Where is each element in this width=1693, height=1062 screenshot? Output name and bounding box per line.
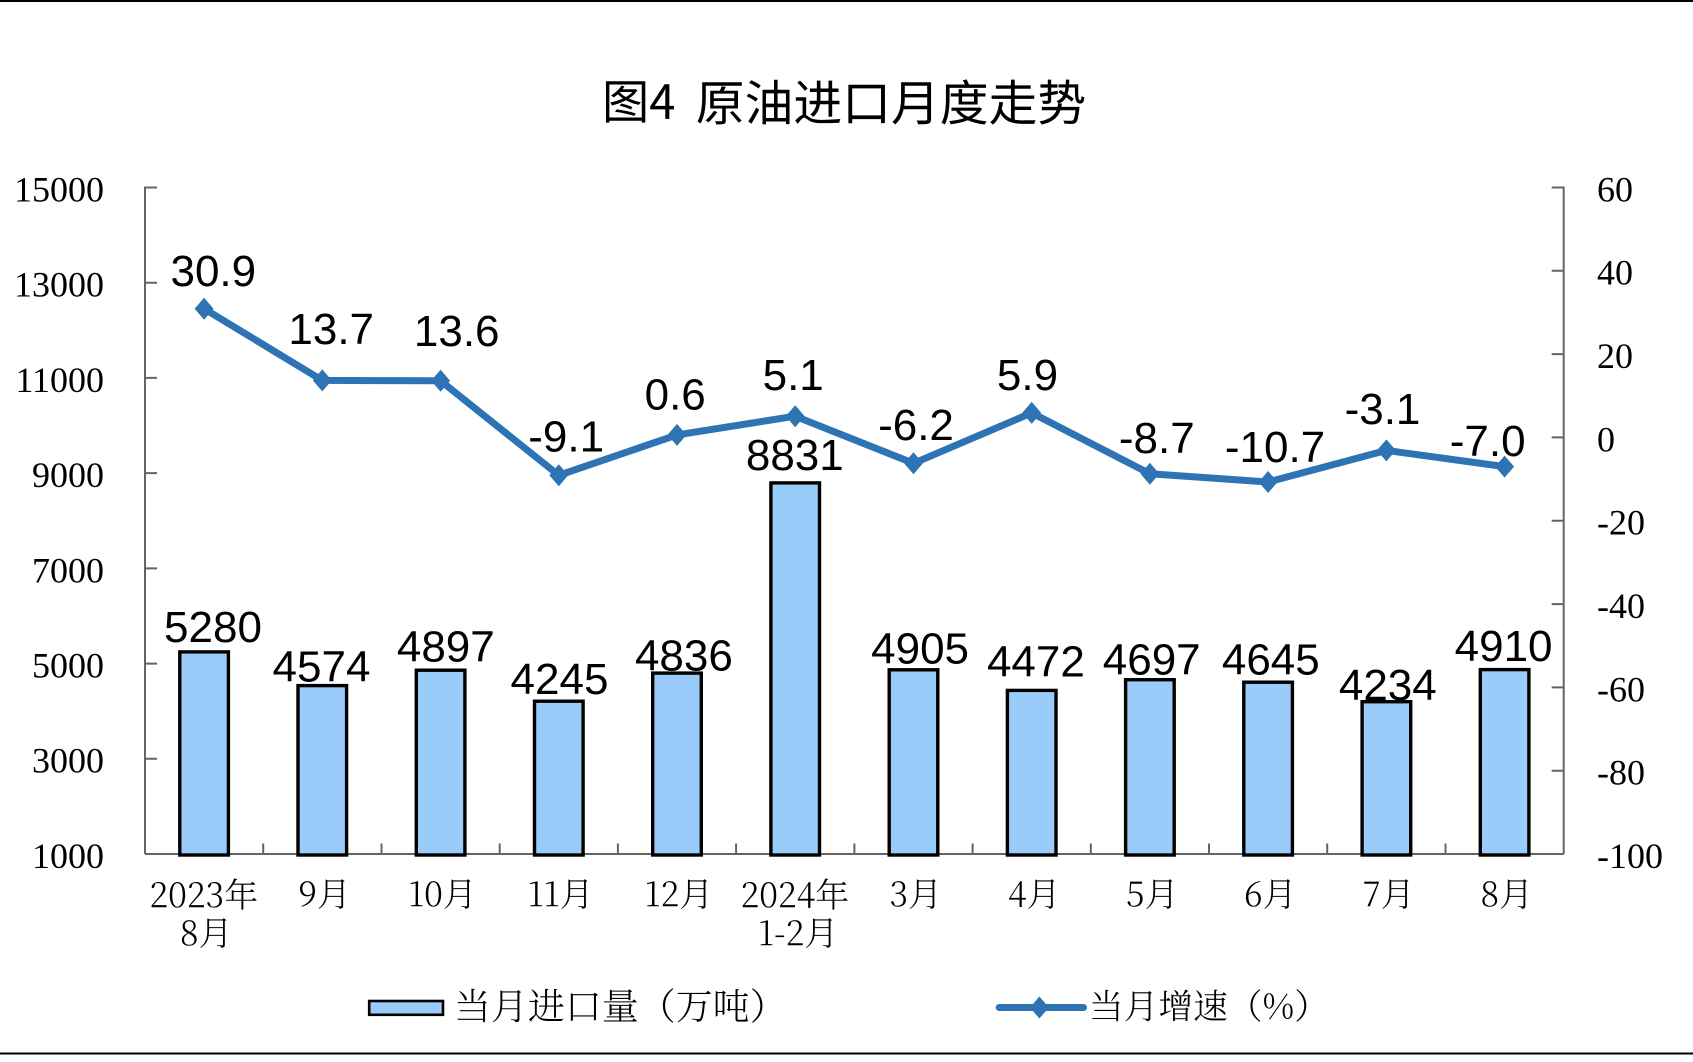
svg-text:-6.2: -6.2 [878, 401, 954, 450]
svg-text:-80: -80 [1597, 753, 1645, 793]
svg-text:20: 20 [1597, 336, 1633, 376]
svg-text:5.9: 5.9 [997, 351, 1058, 400]
svg-text:4897: 4897 [397, 623, 495, 672]
svg-text:13000: 13000 [14, 265, 104, 305]
svg-text:0.6: 0.6 [645, 371, 706, 420]
svg-text:7000: 7000 [32, 550, 104, 590]
svg-text:-100: -100 [1597, 836, 1663, 876]
svg-text:-9.1: -9.1 [528, 413, 604, 462]
svg-text:4245: 4245 [511, 655, 609, 704]
svg-text:5280: 5280 [164, 603, 262, 652]
svg-text:11000: 11000 [15, 360, 104, 400]
svg-text:-10.7: -10.7 [1225, 423, 1325, 472]
svg-text:4645: 4645 [1222, 636, 1320, 685]
svg-text:-20: -20 [1597, 503, 1645, 543]
svg-text:9000: 9000 [32, 455, 104, 495]
svg-text:5.1: 5.1 [763, 351, 824, 400]
svg-text:15000: 15000 [14, 169, 104, 209]
svg-text:1000: 1000 [32, 836, 104, 876]
svg-text:0: 0 [1597, 419, 1615, 459]
svg-text:4234: 4234 [1339, 661, 1437, 710]
svg-text:60: 60 [1597, 169, 1633, 209]
svg-text:5000: 5000 [32, 646, 104, 686]
svg-text:-60: -60 [1597, 669, 1645, 709]
svg-text:30.9: 30.9 [170, 247, 256, 296]
svg-text:40: 40 [1597, 253, 1633, 293]
svg-text:-7.0: -7.0 [1450, 417, 1526, 466]
svg-text:4836: 4836 [635, 632, 733, 681]
svg-text:4697: 4697 [1103, 636, 1201, 685]
svg-text:3000: 3000 [32, 741, 104, 781]
svg-text:-40: -40 [1597, 586, 1645, 626]
svg-text:4574: 4574 [273, 643, 371, 692]
svg-text:13.6: 13.6 [414, 307, 500, 356]
svg-text:4910: 4910 [1455, 622, 1553, 671]
svg-text:4472: 4472 [987, 638, 1085, 687]
svg-text:-8.7: -8.7 [1119, 414, 1195, 463]
svg-text:13.7: 13.7 [288, 305, 374, 354]
svg-text:4905: 4905 [871, 625, 969, 674]
svg-text:8831: 8831 [746, 431, 844, 480]
svg-text:-3.1: -3.1 [1345, 385, 1421, 434]
